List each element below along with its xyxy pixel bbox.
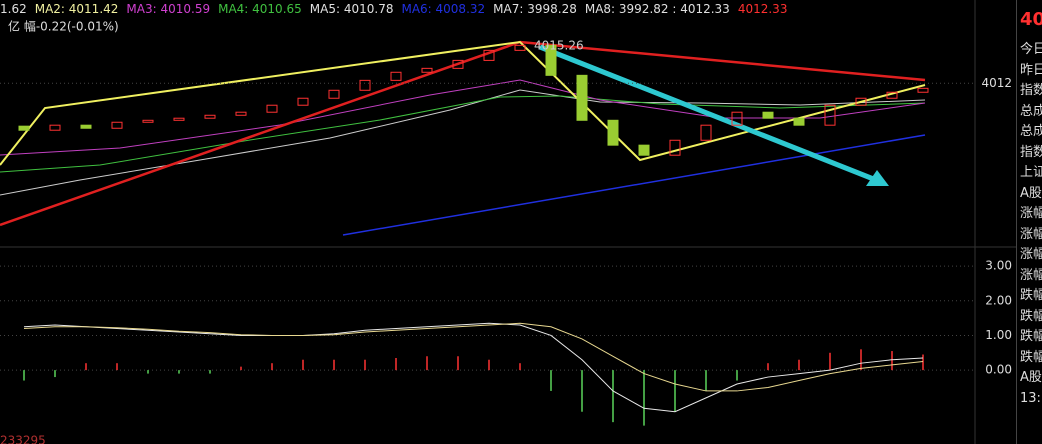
y-tick-label: 1.00 — [985, 328, 1012, 342]
side-label: 今日 — [1020, 42, 1042, 57]
side-label: 13: — [1020, 390, 1041, 406]
arrow-head — [866, 170, 889, 186]
candle-body — [576, 74, 588, 121]
candle-body — [142, 119, 154, 123]
ma-label: MA4: 4010.65 — [218, 2, 302, 16]
candle-body — [173, 117, 185, 121]
candle-body — [855, 97, 867, 106]
candle-body — [266, 104, 278, 113]
candle-body — [390, 71, 402, 81]
candle-body — [111, 121, 123, 129]
peak-label: 4015.26 — [534, 39, 584, 53]
ma-curve — [0, 79, 926, 156]
side-label: 40 — [1020, 9, 1042, 30]
candle-body — [886, 91, 898, 99]
change-info: 亿 幅-0.22(-0.01%) — [8, 19, 119, 34]
y-tick-label: 2.00 — [985, 293, 1012, 307]
side-label: 指数 — [1020, 144, 1042, 160]
drawn-line — [0, 40, 926, 166]
candle-body — [18, 125, 30, 131]
candle-body — [545, 44, 557, 76]
side-label: 昨日 — [1020, 62, 1042, 78]
candle-body — [731, 111, 743, 126]
candle-body — [49, 124, 61, 131]
candle-body — [328, 89, 340, 99]
header: 1.62 MA2: 4011.42 MA3: 4010.59 MA4: 4010.65… — [0, 2, 787, 16]
side-label: 指数 — [1020, 83, 1042, 98]
side-label: 总成 — [1020, 103, 1042, 119]
side-label: 跌幅 — [1020, 329, 1042, 344]
ma-curve — [0, 95, 926, 173]
candle-body — [80, 124, 92, 129]
y-tick-label: 4012 — [981, 76, 1012, 90]
candle-body — [638, 144, 650, 156]
ma-label: 1.62 — [0, 2, 27, 16]
volume-label: 233295 — [0, 434, 46, 444]
candle-body — [607, 119, 619, 146]
candle-body — [824, 104, 836, 126]
ma-label: MA8: 3992.82 : 4012.33 — [585, 2, 730, 16]
candle-body — [514, 44, 526, 51]
candle-body — [700, 124, 712, 141]
candle-body — [297, 97, 309, 106]
candle-body — [762, 111, 774, 119]
ma-label: MA3: 4010.59 — [126, 2, 210, 16]
candle-body — [483, 49, 495, 61]
ma-label: MA2: 4011.42 — [35, 2, 119, 16]
side-label: 上证 — [1020, 165, 1042, 180]
side-label: 跌幅 — [1020, 308, 1042, 324]
candle-body — [359, 79, 371, 91]
ma-label: MA7: 3998.28 — [493, 2, 577, 16]
y-tick-label: 0.00 — [985, 363, 1012, 377]
candle-body — [452, 59, 464, 69]
drawn-line — [0, 40, 926, 227]
side-label: 跌幅 — [1020, 349, 1042, 365]
side-label: 涨幅 — [1020, 226, 1042, 242]
side-panel: 40今日昨日指数总成总成指数上证A股涨幅涨幅涨幅涨幅跌幅跌幅跌幅跌幅A股13: — [1016, 0, 1042, 444]
side-label: 总成 — [1020, 124, 1042, 139]
dea-line — [23, 322, 924, 392]
y-tick-label: 3.00 — [985, 259, 1012, 273]
chart: 1.62 MA2: 4011.42 MA3: 4010.59 MA4: 4010.65… — [0, 0, 1016, 444]
candle-body — [235, 111, 247, 116]
ma-label: MA5: 4010.78 — [310, 2, 394, 16]
side-label: A股 — [1020, 185, 1042, 201]
side-label: 涨幅 — [1020, 247, 1042, 262]
ma-curve — [342, 134, 926, 236]
side-label: 涨幅 — [1020, 206, 1042, 221]
candle-body — [793, 117, 805, 126]
candle-body — [204, 114, 216, 119]
candle-body — [669, 139, 681, 156]
ma-label: MA6: 4008.32 — [401, 2, 485, 16]
dif-line — [23, 322, 924, 413]
side-label: 涨幅 — [1020, 267, 1042, 283]
side-label: A股 — [1020, 370, 1042, 385]
candle-body — [421, 67, 433, 73]
candle-body — [917, 87, 929, 93]
drawn-arrow — [539, 44, 877, 183]
ma-label: 4012.33 — [738, 2, 788, 16]
side-label: 跌幅 — [1020, 288, 1042, 303]
